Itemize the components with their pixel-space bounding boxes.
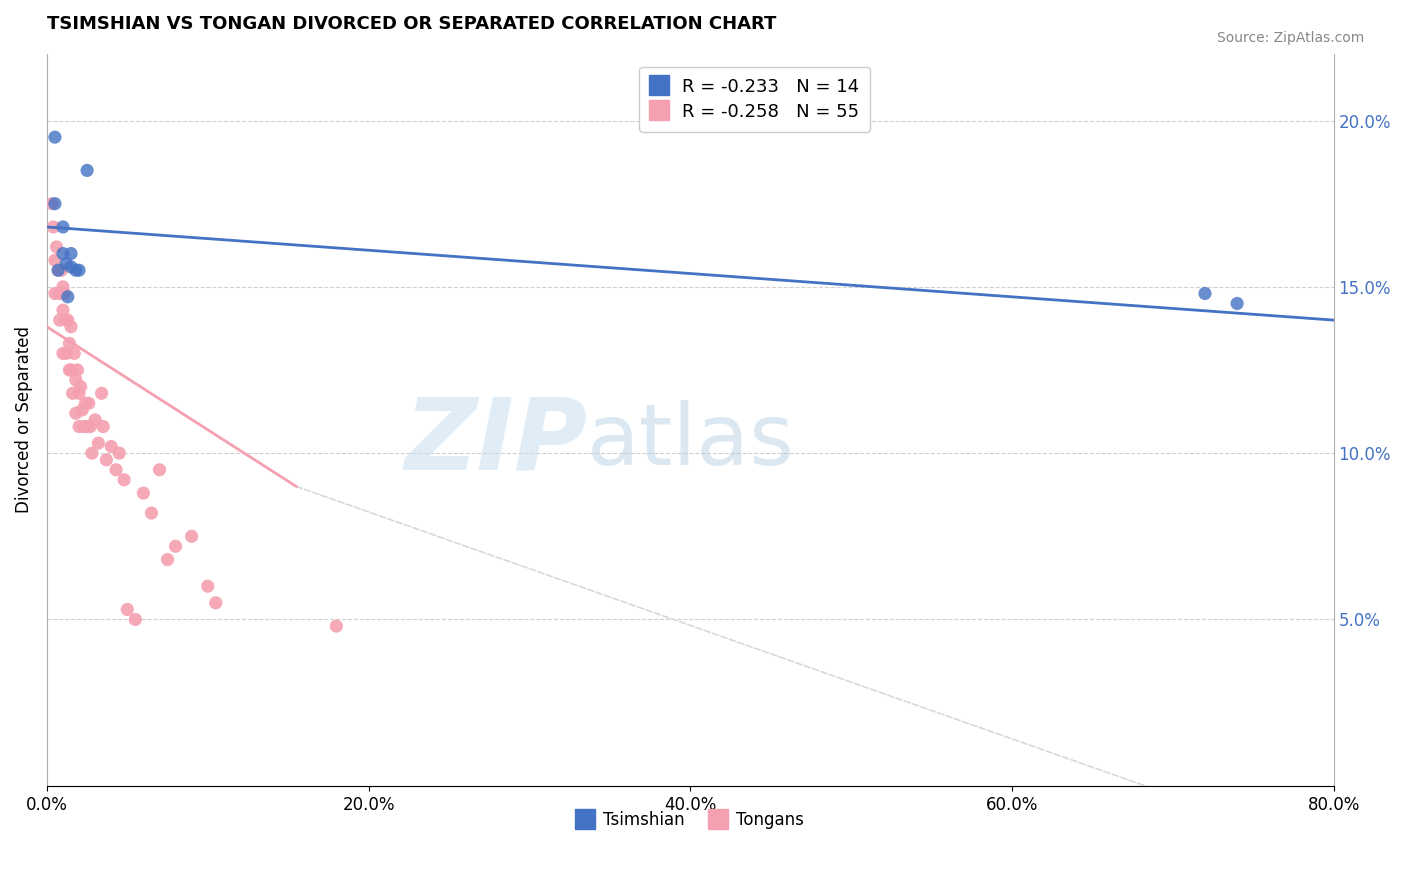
Point	[52, 246, 75, 260]
Point	[52, 280, 75, 294]
Point	[112, 473, 135, 487]
Point	[46, 263, 69, 277]
Legend: Tsimshian, Tongans: Tsimshian, Tongans	[569, 805, 811, 836]
Point	[51, 263, 73, 277]
Y-axis label: Divorced or Separated: Divorced or Separated	[15, 326, 32, 514]
Point	[108, 446, 131, 460]
Point	[76, 419, 98, 434]
Point	[41, 196, 63, 211]
Point	[60, 319, 83, 334]
Point	[49, 286, 72, 301]
Point	[65, 373, 87, 387]
Point	[56, 290, 79, 304]
Point	[80, 446, 103, 460]
Point	[90, 386, 112, 401]
Point	[65, 263, 87, 277]
Point	[52, 219, 75, 234]
Point	[73, 419, 96, 434]
Point	[124, 612, 146, 626]
Point	[1194, 286, 1216, 301]
Point	[117, 602, 139, 616]
Point	[69, 379, 91, 393]
Text: atlas: atlas	[588, 401, 796, 483]
Point	[67, 263, 90, 277]
Point	[55, 346, 77, 360]
Point	[45, 240, 67, 254]
Point	[79, 419, 101, 434]
Point	[87, 436, 110, 450]
Point	[42, 219, 65, 234]
Text: Source: ZipAtlas.com: Source: ZipAtlas.com	[1216, 31, 1364, 45]
Point	[56, 313, 79, 327]
Point	[105, 463, 128, 477]
Point	[204, 596, 226, 610]
Point	[52, 303, 75, 318]
Text: TSIMSHIAN VS TONGAN DIVORCED OR SEPARATED CORRELATION CHART: TSIMSHIAN VS TONGAN DIVORCED OR SEPARATE…	[46, 15, 776, 33]
Point	[63, 346, 86, 360]
Point	[65, 406, 87, 420]
Point	[132, 486, 155, 500]
Point	[44, 130, 66, 145]
Point	[180, 529, 202, 543]
Point	[58, 363, 80, 377]
Point	[46, 263, 69, 277]
Point	[100, 440, 122, 454]
Point	[55, 313, 77, 327]
Point	[156, 552, 179, 566]
Point	[84, 413, 107, 427]
Point	[53, 286, 76, 301]
Point	[165, 539, 187, 553]
Point	[91, 419, 114, 434]
Point	[1226, 296, 1249, 310]
Point	[55, 256, 77, 270]
Point	[60, 260, 83, 274]
Point	[67, 386, 90, 401]
Point	[77, 396, 100, 410]
Text: ZIP: ZIP	[405, 393, 588, 491]
Point	[60, 246, 83, 260]
Point	[67, 419, 90, 434]
Point	[141, 506, 163, 520]
Point	[58, 336, 80, 351]
Point	[197, 579, 219, 593]
Point	[75, 396, 97, 410]
Point	[62, 386, 84, 401]
Point	[96, 452, 118, 467]
Point	[325, 619, 347, 633]
Point	[76, 163, 98, 178]
Point	[44, 286, 66, 301]
Point	[49, 313, 72, 327]
Point	[66, 363, 89, 377]
Point	[148, 463, 170, 477]
Point	[44, 253, 66, 268]
Point	[60, 363, 83, 377]
Point	[44, 196, 66, 211]
Point	[52, 346, 75, 360]
Point	[72, 403, 94, 417]
